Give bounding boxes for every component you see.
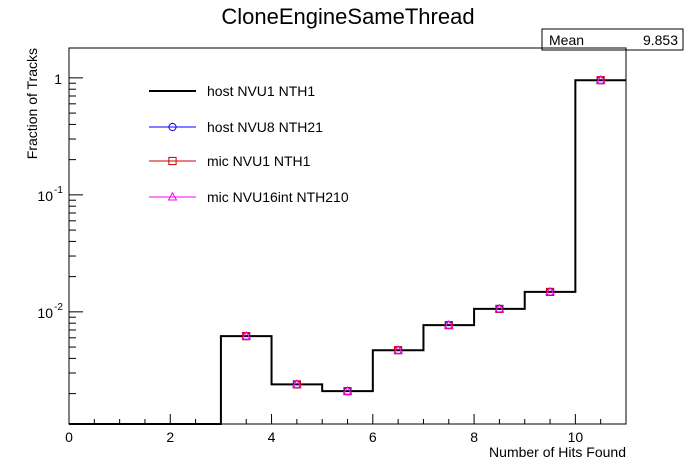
legend-label: host NVU1 NTH1 [207,83,315,99]
stats-box: Mean 9.853 [541,28,684,51]
x-axis: 0 2 4 6 8 10 [65,414,627,445]
stats-mean-value: 9.853 [643,32,678,48]
legend-item-1: host NVU8 NTH21 [149,119,323,135]
legend-label: host NVU8 NTH21 [207,119,323,135]
data-point [292,379,302,388]
x-axis-label: Number of Hits Found [489,444,626,460]
legend-item-3: mic NVU16int NTH210 [149,189,349,205]
y-tick-exponent: -1 [54,185,63,196]
data-point [595,74,606,84]
legend-marker [167,191,178,201]
y-tick-label: 10 [37,305,53,321]
data-point [342,385,353,395]
series-0 [69,79,626,425]
y-tick-exponent: -2 [54,302,63,313]
data-point [393,344,403,354]
legend-label: mic NVU1 NTH1 [207,153,311,169]
y-axis: 10 -210 -11 [37,71,83,395]
y-tick-label: 10 [37,188,53,204]
y-tick-label: 1 [54,71,62,87]
x-tick-label: 6 [369,429,377,445]
plot-frame [68,47,627,425]
series-layer [69,74,626,425]
x-tick-label: 4 [268,429,276,445]
y-axis-label: Fraction of Tracks [24,48,40,159]
data-point [545,286,555,296]
x-tick-label: 2 [166,429,174,445]
stats-mean-label: Mean [549,32,584,48]
data-point [241,330,252,340]
series-3 [241,74,606,395]
legend-label: mic NVU16int NTH210 [207,189,349,205]
legend-marker [168,156,177,166]
histogram-line [69,79,626,425]
legend-item-0: host NVU1 NTH1 [149,83,315,99]
stats-box-frame [541,28,684,51]
data-point [443,319,454,329]
x-tick-label: 8 [470,429,478,445]
legend-item-2: mic NVU1 NTH1 [149,153,311,169]
chart-title: CloneEngineSameThread [221,4,474,29]
legend-marker [168,122,177,132]
legend: host NVU1 NTH1 host NVU8 NTH21 mic NVU1 NT… [149,83,349,205]
x-tick-label: 0 [65,429,73,445]
data-point [494,303,505,313]
x-tick-label: 10 [568,429,584,445]
